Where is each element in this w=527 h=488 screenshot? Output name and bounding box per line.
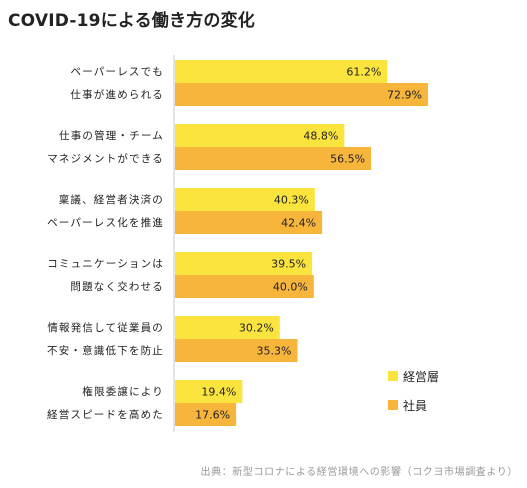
category-label: 情報発信して従業員の xyxy=(47,321,164,334)
value-labels: 61.2% 72.9% 48.8% 56.5% 40.3% 42.4% 39.5% 40.0%… xyxy=(195,66,422,422)
category-label: 経営スピードを高めた xyxy=(47,408,164,421)
bar-employees xyxy=(175,403,237,426)
value-label: 30.2% xyxy=(239,322,274,335)
category-label: ペーパーレス化を推進 xyxy=(47,216,164,229)
bar-employees xyxy=(175,83,428,106)
category-label: コミュニケーションは xyxy=(47,258,164,270)
chart-title: COVID-19による働き方の変化 xyxy=(8,11,255,31)
value-label: 19.4% xyxy=(201,386,236,399)
value-label: 35.3% xyxy=(257,345,292,358)
value-label: 56.5% xyxy=(330,153,365,166)
legend-swatch xyxy=(388,400,398,410)
bar-employees xyxy=(175,339,298,362)
value-label: 40.3% xyxy=(274,194,309,207)
bar-executives xyxy=(175,188,315,211)
category-label: 稟議、経営者決済の xyxy=(59,193,164,206)
category-label: 仕事の管理・チーム xyxy=(59,129,164,142)
bar-executives xyxy=(175,252,313,275)
value-label: 42.4% xyxy=(281,217,316,230)
legend-label: 社員 xyxy=(403,398,427,413)
legend-swatch xyxy=(388,371,398,381)
bar-executives xyxy=(175,316,280,339)
bar-executives xyxy=(175,124,345,147)
value-label: 17.6% xyxy=(195,409,230,422)
value-label: 48.8% xyxy=(303,130,338,143)
value-label: 61.2% xyxy=(346,66,381,79)
category-label: ペーパーレスでも xyxy=(71,66,165,78)
category-label: 不安・意識低下を防止 xyxy=(47,344,164,357)
value-label: 72.9% xyxy=(387,89,422,102)
category-labels: ペーパーレスでも仕事が進められる仕事の管理・チームマネジメントができる稟議、経営… xyxy=(47,66,165,421)
legend-label: 経営層 xyxy=(403,370,439,384)
source-note: 出典：新型コロナによる経営環境への影響（コクヨ市場調査より） xyxy=(200,467,518,478)
bar-employees xyxy=(175,211,323,234)
category-label: マネジメントができる xyxy=(47,152,164,165)
bars xyxy=(175,60,428,426)
bar-executives xyxy=(175,60,388,83)
category-label: 問題なく交わせる xyxy=(70,280,164,293)
bar-employees xyxy=(175,275,314,298)
value-label: 39.5% xyxy=(271,258,306,271)
bar-employees xyxy=(175,147,372,170)
bar-executives xyxy=(175,380,243,403)
category-label: 仕事が進められる xyxy=(70,88,164,101)
value-label: 40.0% xyxy=(273,281,308,294)
category-label: 権限委譲により xyxy=(82,385,164,398)
